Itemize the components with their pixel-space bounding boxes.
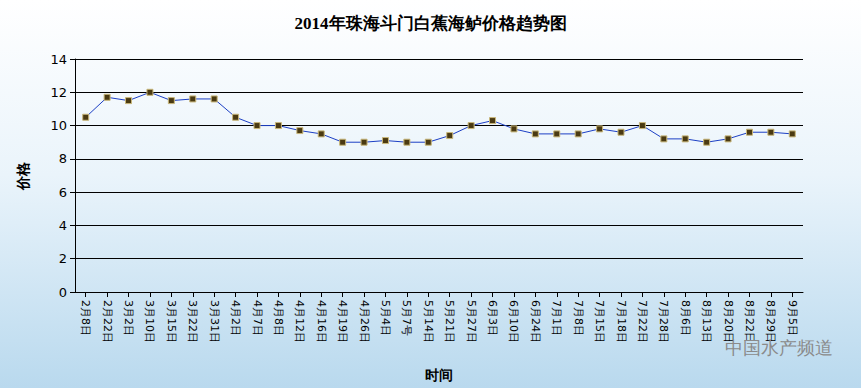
svg-text:8月22日: 8月22日 xyxy=(743,300,756,343)
svg-text:5月21日: 5月21日 xyxy=(443,300,456,343)
svg-text:6: 6 xyxy=(59,185,67,200)
svg-text:8月20日: 8月20日 xyxy=(721,300,735,343)
svg-text:10: 10 xyxy=(50,118,67,133)
svg-text:6月3日: 6月3日 xyxy=(486,300,499,336)
svg-text:8月6日: 8月6日 xyxy=(679,300,692,336)
svg-text:2月8日: 2月8日 xyxy=(79,300,92,336)
svg-text:价格: 价格 xyxy=(15,161,31,191)
svg-text:4月19日: 4月19日 xyxy=(336,300,349,343)
svg-text:7月22日: 7月22日 xyxy=(636,300,649,343)
svg-text:14: 14 xyxy=(50,52,67,67)
svg-text:5月7号: 5月7号 xyxy=(400,300,413,336)
svg-text:4月12日: 4月12日 xyxy=(293,300,306,343)
svg-text:4月26日: 4月26日 xyxy=(358,300,371,343)
svg-text:4月7日: 4月7日 xyxy=(251,300,264,336)
svg-text:7月18日: 7月18日 xyxy=(615,300,628,343)
svg-text:7月1日: 7月1日 xyxy=(550,300,563,336)
svg-text:4月16日: 4月16日 xyxy=(315,300,328,343)
svg-text:4月2日: 4月2日 xyxy=(229,300,242,336)
svg-text:2014年珠海斗门白蕉海鲈价格趋势图: 2014年珠海斗门白蕉海鲈价格趋势图 xyxy=(295,14,567,33)
svg-text:2月22日: 2月22日 xyxy=(101,300,114,343)
svg-text:5月4日: 5月4日 xyxy=(379,300,392,336)
svg-text:3月2日: 3月2日 xyxy=(122,300,135,336)
svg-text:7月8日: 7月8日 xyxy=(572,300,585,336)
svg-text:8月29日: 8月29日 xyxy=(764,300,778,343)
svg-text:4: 4 xyxy=(59,218,67,233)
svg-text:中国水产频道: 中国水产频道 xyxy=(725,337,833,358)
svg-text:7月28日: 7月28日 xyxy=(657,300,670,343)
svg-text:4月8日: 4月8日 xyxy=(272,300,285,336)
svg-text:6月24日: 6月24日 xyxy=(529,300,542,343)
svg-text:0: 0 xyxy=(59,285,67,300)
svg-text:时间: 时间 xyxy=(425,367,453,383)
svg-text:6月10日: 6月10日 xyxy=(507,300,520,343)
svg-text:12: 12 xyxy=(50,85,67,100)
svg-text:3月10日: 3月10日 xyxy=(143,300,156,343)
svg-text:8月13日: 8月13日 xyxy=(700,300,713,343)
svg-text:3月22日: 3月22日 xyxy=(186,300,199,343)
svg-text:5月14日: 5月14日 xyxy=(422,300,435,343)
svg-text:9月5日: 9月5日 xyxy=(786,300,799,336)
svg-text:3月15日: 3月15日 xyxy=(165,300,178,343)
svg-text:7月15日: 7月15日 xyxy=(593,300,606,343)
svg-text:5月27日: 5月27日 xyxy=(465,300,478,343)
svg-text:2: 2 xyxy=(59,251,67,266)
svg-text:3月31日: 3月31日 xyxy=(208,300,221,343)
svg-text:8: 8 xyxy=(59,151,67,166)
